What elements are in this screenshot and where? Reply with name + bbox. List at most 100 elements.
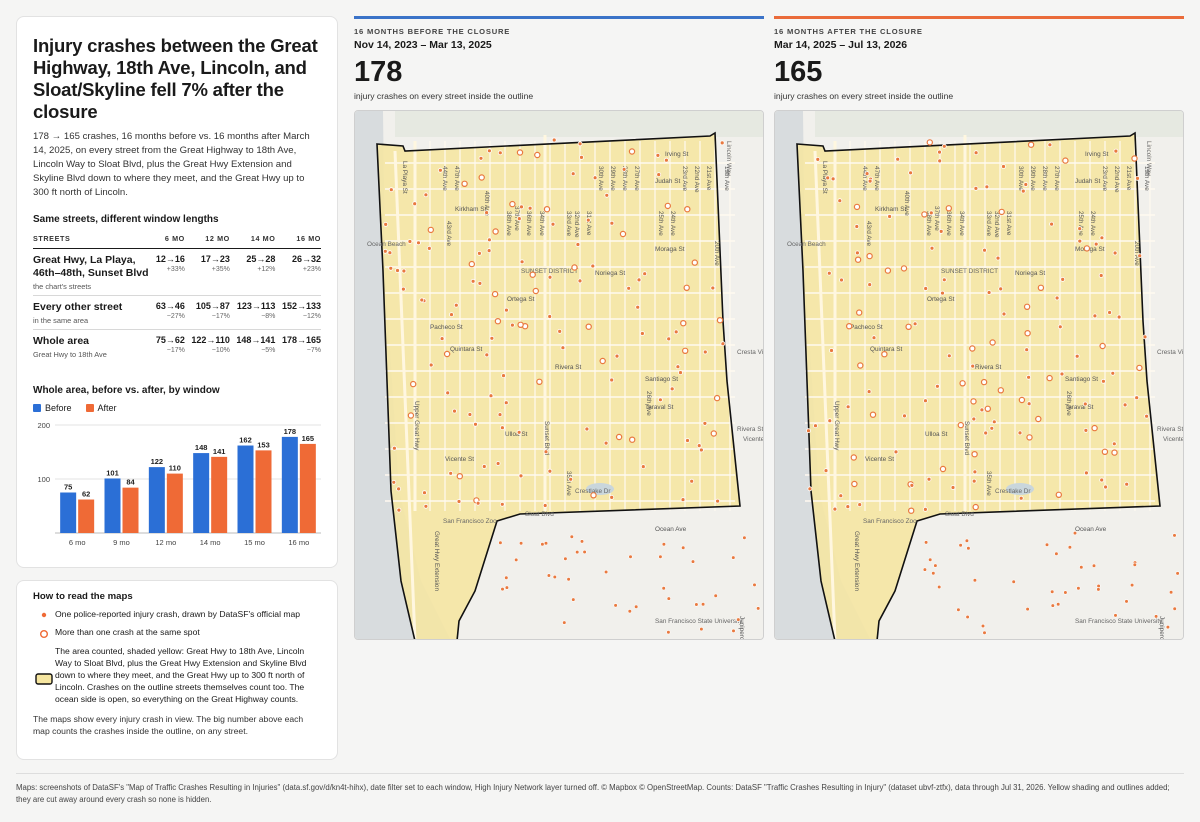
crash-marker[interactable] — [867, 178, 873, 184]
crash-marker[interactable] — [484, 210, 490, 215]
crash-marker[interactable] — [1076, 586, 1081, 591]
crash-marker[interactable] — [396, 486, 401, 492]
crash-marker[interactable] — [497, 412, 503, 418]
crash-marker[interactable] — [499, 425, 505, 431]
crash-marker[interactable] — [982, 630, 987, 635]
crash-marker[interactable] — [1116, 314, 1122, 320]
crash-marker[interactable] — [701, 602, 706, 607]
multi-crash-marker[interactable] — [534, 151, 541, 159]
crash-marker[interactable] — [396, 507, 402, 513]
crash-marker[interactable] — [551, 137, 557, 143]
crash-marker[interactable] — [825, 175, 831, 181]
crash-marker[interactable] — [902, 413, 907, 419]
multi-crash-marker[interactable] — [926, 139, 933, 146]
crash-marker[interactable] — [702, 349, 708, 355]
crash-marker[interactable] — [439, 336, 445, 342]
multi-crash-marker[interactable] — [710, 430, 717, 437]
crash-marker[interactable] — [543, 449, 549, 455]
crash-marker[interactable] — [1049, 221, 1055, 227]
crash-marker[interactable] — [1137, 253, 1143, 259]
crash-marker[interactable] — [1130, 583, 1135, 588]
crash-marker[interactable] — [401, 286, 406, 292]
crash-marker[interactable] — [1103, 484, 1109, 490]
crash-marker[interactable] — [702, 420, 708, 426]
crash-marker[interactable] — [1083, 427, 1089, 433]
multi-crash-marker[interactable] — [456, 473, 464, 480]
crash-marker[interactable] — [934, 383, 940, 389]
crash-marker[interactable] — [966, 546, 971, 551]
crash-marker[interactable] — [452, 408, 457, 414]
multi-crash-marker[interactable] — [585, 323, 592, 330]
multi-crash-marker[interactable] — [998, 208, 1005, 216]
crash-marker[interactable] — [438, 167, 443, 173]
multi-crash-marker[interactable] — [628, 148, 636, 155]
crash-marker[interactable] — [504, 307, 509, 313]
multi-crash-marker[interactable] — [921, 211, 928, 218]
crash-marker[interactable] — [1154, 614, 1159, 619]
crash-marker[interactable] — [806, 428, 811, 434]
crash-marker[interactable] — [566, 577, 571, 582]
crash-marker[interactable] — [579, 155, 584, 160]
multi-crash-marker[interactable] — [1046, 374, 1053, 382]
crash-marker[interactable] — [412, 201, 418, 207]
crash-marker[interactable] — [387, 250, 393, 256]
crash-marker[interactable] — [998, 286, 1004, 292]
crash-marker[interactable] — [509, 322, 515, 328]
crash-marker[interactable] — [887, 214, 892, 219]
crash-marker[interactable] — [681, 545, 686, 550]
crash-marker[interactable] — [1060, 276, 1066, 282]
crash-marker[interactable] — [642, 271, 648, 277]
multi-crash-marker[interactable] — [997, 387, 1004, 394]
multi-crash-marker[interactable] — [959, 380, 966, 387]
crash-marker[interactable] — [627, 609, 632, 614]
crash-marker[interactable] — [1092, 313, 1098, 319]
crash-marker[interactable] — [1072, 531, 1078, 536]
multi-crash-marker[interactable] — [1062, 157, 1069, 164]
crash-marker[interactable] — [1093, 241, 1099, 247]
crash-marker[interactable] — [504, 585, 509, 590]
crash-marker[interactable] — [500, 587, 505, 592]
crash-marker[interactable] — [689, 478, 695, 484]
crash-marker[interactable] — [1067, 545, 1073, 550]
crash-marker[interactable] — [550, 221, 556, 227]
crash-marker[interactable] — [1142, 334, 1148, 340]
crash-marker[interactable] — [579, 539, 585, 544]
crash-marker[interactable] — [937, 584, 942, 590]
crash-marker[interactable] — [547, 468, 553, 474]
multi-crash-marker[interactable] — [629, 436, 636, 443]
multi-crash-marker[interactable] — [682, 347, 689, 354]
multi-crash-marker[interactable] — [1055, 491, 1062, 498]
crash-marker[interactable] — [569, 534, 574, 539]
crash-marker[interactable] — [931, 571, 936, 576]
crash-marker[interactable] — [481, 464, 487, 469]
crash-marker[interactable] — [946, 353, 952, 359]
crash-marker[interactable] — [956, 607, 961, 612]
crash-marker[interactable] — [391, 479, 397, 485]
crash-marker[interactable] — [972, 469, 978, 475]
crash-marker[interactable] — [837, 198, 843, 204]
crash-marker[interactable] — [519, 541, 524, 546]
crash-marker[interactable] — [923, 286, 929, 291]
crash-marker[interactable] — [416, 240, 421, 246]
crash-marker[interactable] — [422, 490, 427, 496]
crash-marker[interactable] — [867, 282, 873, 288]
crash-marker[interactable] — [756, 606, 761, 611]
crash-marker[interactable] — [577, 141, 583, 147]
crash-marker[interactable] — [1077, 226, 1083, 231]
crash-marker[interactable] — [1110, 370, 1116, 376]
crash-marker[interactable] — [1172, 606, 1177, 611]
crash-marker[interactable] — [640, 464, 646, 470]
crash-marker[interactable] — [419, 297, 425, 303]
crash-marker[interactable] — [395, 268, 400, 273]
crash-marker[interactable] — [1169, 590, 1174, 595]
crash-marker[interactable] — [518, 473, 524, 479]
multi-crash-marker[interactable] — [1035, 415, 1042, 423]
crash-marker[interactable] — [989, 425, 995, 431]
crash-marker[interactable] — [950, 485, 956, 490]
multi-crash-marker[interactable] — [478, 174, 485, 181]
crash-marker[interactable] — [592, 175, 598, 181]
multi-crash-marker[interactable] — [492, 228, 499, 235]
crash-marker[interactable] — [1017, 430, 1023, 436]
crash-marker[interactable] — [922, 506, 928, 512]
